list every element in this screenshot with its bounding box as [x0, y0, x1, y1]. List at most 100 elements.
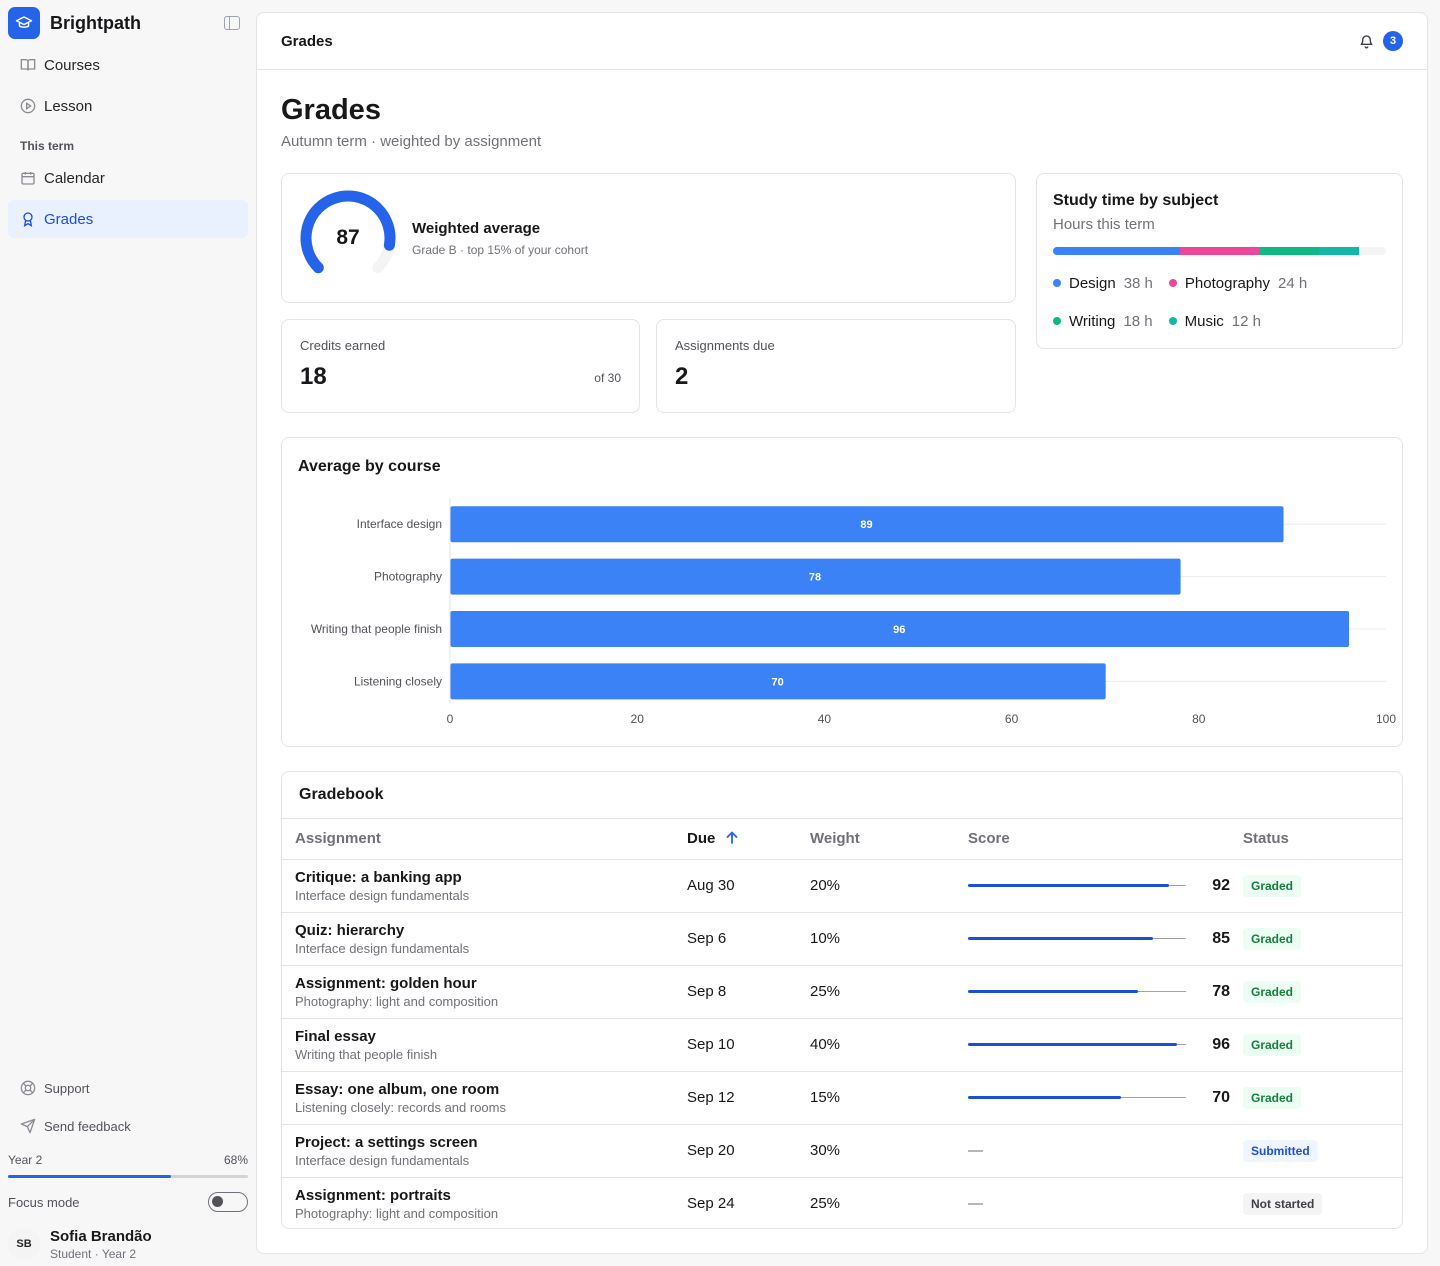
- score-column-cell: —: [955, 1177, 1230, 1228]
- page-title: Grades: [281, 94, 381, 126]
- assignment-title[interactable]: Essay: one album, one room: [295, 1080, 500, 1098]
- average-subtitle: Grade B · top 15% of your cohort: [412, 242, 589, 257]
- nav-item-grades[interactable]: Grades: [8, 200, 248, 238]
- table-row[interactable]: Assignment: portraits Photography: light …: [282, 1177, 1402, 1228]
- study-legend: Design 38 h Photography 24 h Writing 18 h Musi…: [1053, 264, 1386, 340]
- assignments-due-card: Assignments due 2: [656, 319, 1016, 413]
- average-value: 87: [336, 226, 360, 249]
- bar: [450, 558, 1181, 595]
- score-cell: 92: [968, 877, 1230, 895]
- due-cell: Sep 12: [674, 1071, 797, 1125]
- score-value: 78: [1212, 982, 1230, 1000]
- bar: [450, 611, 1350, 647]
- score-bar-fill: [968, 990, 1139, 993]
- assignment-course: Writing that people finish: [295, 1046, 438, 1062]
- bar: [450, 663, 1106, 700]
- table-row[interactable]: Assignment: golden hour Photography: ligh…: [282, 965, 1402, 1019]
- assignments-due-label: Assignments due: [675, 338, 775, 353]
- gradebook-card: Gradebook Assignment Due Weight: [281, 771, 1403, 1229]
- x-tick-label: 40: [818, 712, 832, 726]
- support-link[interactable]: Support: [8, 1069, 248, 1107]
- score-empty: —: [968, 1142, 983, 1159]
- category-label: Writing that people finish: [311, 622, 442, 636]
- column-header-status[interactable]: Status: [1230, 819, 1402, 860]
- assignment-title[interactable]: Final essay: [295, 1027, 376, 1045]
- average-title: Weighted average: [412, 219, 541, 237]
- legend-hours: 18 h: [1123, 312, 1153, 330]
- score-column-cell: 78: [955, 965, 1230, 1019]
- assignment-title[interactable]: Critique: a banking app: [295, 868, 462, 886]
- legend-hours: 12 h: [1231, 312, 1261, 330]
- assignment-title[interactable]: Project: a settings screen: [295, 1133, 478, 1151]
- nav-item-label: Courses: [44, 56, 100, 74]
- table-row[interactable]: Final essay Writing that people finish Sep…: [282, 1018, 1402, 1072]
- notification-count-badge[interactable]: 3: [1383, 31, 1403, 51]
- calendar-icon: [20, 170, 36, 186]
- assignment-cell: Assignment: golden hour Photography: ligh…: [282, 965, 674, 1019]
- study-bar-segment: [1179, 247, 1260, 255]
- score-value: 85: [1212, 929, 1230, 947]
- assignment-course: Photography: light and composition: [295, 993, 499, 1009]
- column-header-weight[interactable]: Weight: [797, 819, 955, 860]
- x-tick-label: 60: [1005, 712, 1019, 726]
- table-header-row: Assignment Due Weight Score Status: [282, 819, 1402, 860]
- weight-cell: 10%: [797, 912, 955, 966]
- focus-mode-toggle[interactable]: [208, 1192, 248, 1212]
- legend-hours: 24 h: [1277, 274, 1308, 292]
- weight-cell: 25%: [797, 965, 955, 1019]
- feedback-link[interactable]: Send feedback: [8, 1107, 248, 1145]
- sidebar-toggle-icon[interactable]: [224, 16, 240, 30]
- score-empty: —: [968, 1195, 983, 1213]
- status-badge: Graded: [1243, 1086, 1302, 1109]
- study-time-card: Study time by subject Hours this term De…: [1036, 173, 1403, 349]
- assignment-title[interactable]: Assignment: golden hour: [295, 974, 477, 992]
- weight-cell: 20%: [797, 859, 955, 913]
- score-column-cell: 96: [955, 1018, 1230, 1072]
- nav-item-lesson[interactable]: Lesson: [8, 87, 248, 125]
- assignment-cell: Project: a settings screen Interface desi…: [282, 1124, 674, 1178]
- assignment-title[interactable]: Quiz: hierarchy: [295, 921, 405, 939]
- column-header-label: Due: [687, 829, 716, 847]
- legend-dot: [1053, 317, 1061, 325]
- gradebook-table: Assignment Due Weight Score Status Criti…: [282, 819, 1402, 1228]
- book-icon: [20, 57, 36, 73]
- credits-total: of 30: [594, 371, 621, 385]
- column-header-score[interactable]: Score: [955, 819, 1230, 860]
- assignment-title[interactable]: Assignment: portraits: [295, 1186, 451, 1204]
- legend-dot: [1168, 317, 1177, 325]
- score-bar-fill: [968, 1043, 1178, 1046]
- nav-item-calendar[interactable]: Calendar: [8, 159, 248, 197]
- nav-section-title: This term: [20, 139, 75, 153]
- bell-icon[interactable]: [1357, 32, 1375, 50]
- brand-name: Brightpath: [50, 12, 141, 33]
- send-icon: [20, 1118, 36, 1134]
- legend-hours: 38 h: [1123, 274, 1153, 292]
- status-badge: Graded: [1243, 874, 1302, 897]
- year-label: Year 2: [8, 1153, 43, 1167]
- assignments-due-value: 2: [675, 363, 689, 390]
- status-cell: Graded: [1230, 965, 1402, 1019]
- x-tick-label: 100: [1376, 712, 1396, 726]
- bar-value-label: 96: [893, 624, 905, 636]
- lifebuoy-icon: [20, 1080, 36, 1096]
- score-cell: 70: [968, 1089, 1230, 1107]
- due-cell: Sep 24: [687, 1195, 735, 1213]
- table-row[interactable]: Critique: a banking app Interface design …: [282, 859, 1402, 913]
- score-bar-fill: [968, 1096, 1121, 1099]
- score-column-cell: 70: [955, 1071, 1230, 1125]
- nav-item-courses[interactable]: Courses: [8, 46, 248, 84]
- study-stacked-bar: [1053, 247, 1386, 255]
- score-bar: [968, 937, 1186, 940]
- average-by-course-chart: Interface design 89 Photography 78 Writing t…: [311, 498, 1396, 726]
- due-cell: Aug 30: [674, 859, 797, 913]
- user-profile[interactable]: SB Sofia Brandão Student · Year 2: [8, 1222, 248, 1266]
- column-header-due[interactable]: Due: [674, 819, 797, 860]
- score-bar: [968, 884, 1186, 887]
- table-row[interactable]: Quiz: hierarchy Interface design fundamen…: [282, 912, 1402, 966]
- table-row[interactable]: Essay: one album, one room Listening clos…: [282, 1071, 1402, 1125]
- credits-value: 18: [300, 363, 327, 390]
- nav-item-label: Calendar: [44, 169, 105, 187]
- column-header-assignment[interactable]: Assignment: [282, 819, 674, 860]
- table-row[interactable]: Project: a settings screen Interface desi…: [282, 1124, 1402, 1178]
- assignment-course: Interface design fundamentals: [295, 887, 470, 903]
